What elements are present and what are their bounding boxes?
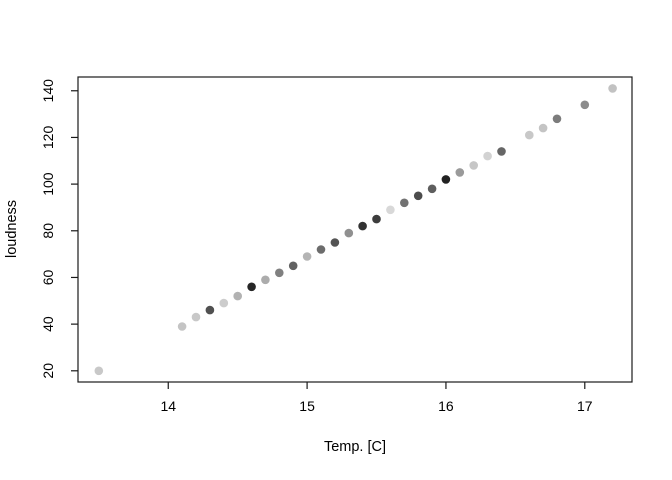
data-point: [94, 366, 104, 376]
data-point: [552, 114, 562, 124]
y-axis-title: loudness: [4, 200, 20, 258]
data-point: [205, 305, 215, 315]
y-tick-label: 60: [40, 269, 56, 285]
data-point: [344, 228, 354, 238]
data-point: [372, 214, 381, 224]
data-point: [413, 191, 423, 201]
data-point: [427, 184, 437, 194]
data-point: [580, 100, 590, 110]
data-point: [330, 238, 340, 247]
plot-box: [77, 76, 633, 383]
data-point: [455, 168, 465, 177]
y-tick-label: 20: [40, 363, 56, 379]
data-point: [233, 291, 242, 301]
data-point: [608, 84, 617, 93]
data-point: [219, 298, 229, 308]
data-point: [247, 282, 256, 292]
x-tick-label: 17: [577, 398, 593, 414]
data-point: [261, 275, 270, 285]
data-point: [302, 252, 312, 261]
data-point: [469, 161, 479, 170]
data-point: [483, 151, 492, 161]
data-point: [177, 322, 187, 331]
y-tick-label: 120: [40, 126, 56, 150]
y-tick-label: 100: [40, 172, 56, 196]
y-tick-label: 80: [40, 223, 56, 239]
data-point: [386, 205, 395, 215]
data-point: [525, 130, 534, 140]
y-tick-label: 40: [40, 316, 56, 332]
data-point: [538, 123, 548, 133]
data-point: [275, 268, 284, 278]
data-point: [191, 312, 201, 322]
y-tick-label: 140: [40, 79, 56, 103]
x-axis-title: Temp. [C]: [324, 439, 386, 455]
data-point: [441, 175, 451, 184]
data-point: [316, 245, 326, 254]
x-tick-label: 16: [438, 398, 454, 414]
data-point: [497, 147, 506, 156]
data-point: [288, 261, 298, 271]
data-points: [94, 84, 617, 376]
data-point: [358, 221, 367, 231]
x-tick-label: 14: [160, 398, 176, 414]
y-axis-ticks: 20 40 60 80 100 120 140: [40, 79, 78, 379]
x-tick-label: 15: [299, 398, 315, 414]
x-axis-ticks: 14 15 16 17: [160, 382, 593, 414]
data-point: [400, 198, 409, 208]
